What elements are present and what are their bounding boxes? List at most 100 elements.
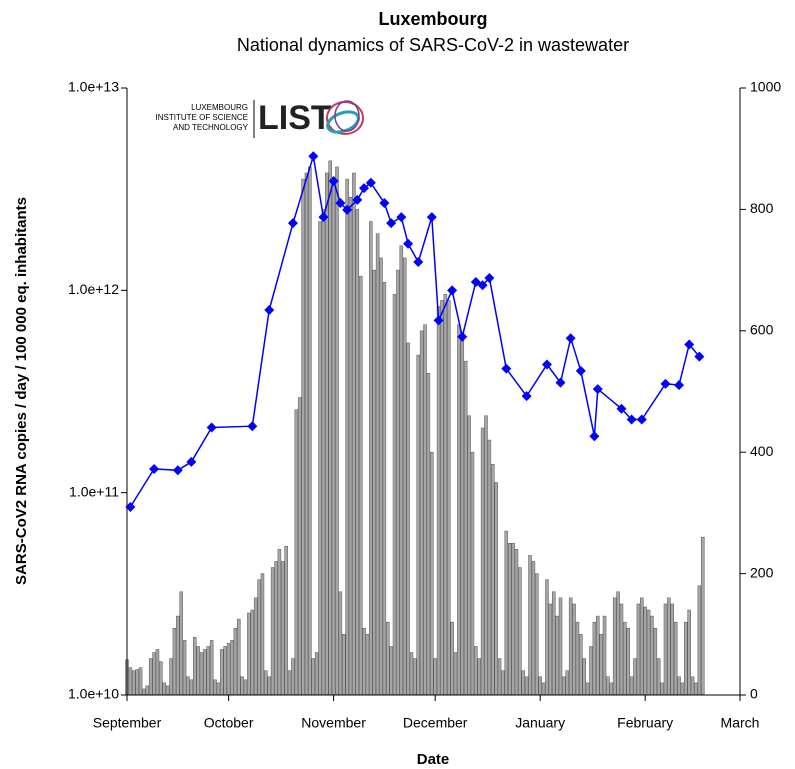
bar — [240, 676, 244, 696]
marker — [477, 280, 488, 291]
bar — [223, 646, 227, 696]
marker — [335, 198, 346, 209]
bar — [199, 652, 204, 696]
marker — [352, 194, 363, 205]
marker — [426, 212, 437, 223]
bar — [372, 269, 376, 696]
bar — [172, 627, 177, 696]
bar — [237, 618, 241, 696]
bar — [179, 591, 183, 696]
logo: LUXEMBOURG INSTITUTE OF SCIENCE AND TECH… — [156, 99, 364, 138]
bar — [369, 221, 373, 696]
marker — [403, 238, 414, 249]
bar — [606, 676, 610, 696]
bar — [253, 597, 258, 696]
bar — [362, 627, 366, 696]
bar — [555, 615, 559, 696]
bar — [585, 682, 590, 696]
bar — [643, 606, 647, 696]
bar — [582, 658, 586, 696]
bar — [545, 579, 549, 696]
bar — [192, 637, 197, 696]
bar — [281, 561, 285, 696]
bar — [646, 609, 651, 696]
bar — [267, 676, 271, 696]
marker — [636, 414, 647, 425]
bar — [128, 667, 133, 696]
marker — [206, 422, 217, 433]
bar — [518, 567, 522, 696]
x-tick-label: January — [515, 715, 565, 731]
bar — [382, 281, 387, 696]
bar — [589, 646, 593, 696]
bar — [338, 591, 343, 696]
bar — [541, 682, 546, 696]
bar — [640, 597, 644, 696]
bar — [392, 294, 397, 696]
marker — [694, 351, 705, 362]
marker — [589, 431, 600, 442]
chart-title: Luxembourg — [378, 9, 487, 29]
bar — [467, 415, 471, 696]
marker — [149, 463, 160, 474]
bar — [274, 561, 278, 696]
bar — [423, 324, 427, 696]
y2-tick-label: 400 — [750, 443, 774, 459]
bar — [189, 679, 194, 696]
x-tick-label: December — [403, 715, 468, 731]
bar — [247, 612, 251, 696]
marker — [484, 273, 495, 284]
bar — [386, 621, 390, 696]
marker — [433, 315, 444, 326]
x-tick-label: November — [301, 715, 366, 731]
bar — [155, 649, 160, 696]
bar — [375, 233, 380, 696]
bar — [399, 245, 404, 696]
bar — [524, 676, 529, 696]
x-axis-label: Date — [417, 751, 450, 768]
bar — [616, 591, 620, 696]
bar — [579, 634, 583, 696]
bar — [531, 561, 536, 696]
bar — [602, 615, 607, 696]
bar — [470, 451, 475, 696]
bar — [328, 160, 332, 696]
bar — [511, 543, 515, 696]
bar — [700, 536, 705, 696]
bar — [284, 546, 288, 696]
marker — [308, 151, 319, 162]
marker — [396, 212, 407, 223]
bar — [650, 615, 654, 696]
bar — [491, 464, 495, 696]
marker — [470, 276, 481, 287]
bar — [308, 166, 312, 696]
y2-tick-label: 600 — [750, 322, 774, 338]
marker — [386, 218, 397, 229]
y-tick-label: 1.0e+13 — [68, 79, 119, 95]
logo-text: LUXEMBOURG — [191, 103, 248, 112]
bar — [135, 669, 139, 696]
logo-ring — [326, 101, 364, 135]
bar — [230, 640, 234, 696]
x-tick-label: September — [93, 715, 162, 731]
marker — [541, 359, 552, 370]
bar — [446, 300, 451, 696]
y-tick-label: 1.0e+11 — [69, 483, 119, 499]
bar — [450, 621, 454, 696]
marker — [365, 177, 376, 188]
bar — [233, 627, 238, 696]
marker — [626, 414, 637, 425]
bar — [182, 640, 187, 696]
marker — [575, 365, 586, 376]
bar — [501, 670, 505, 696]
bar — [673, 621, 678, 696]
bar — [165, 685, 170, 696]
bar — [196, 646, 200, 696]
y2-tick-label: 0 — [750, 686, 758, 702]
bar — [477, 658, 481, 696]
bar — [176, 615, 180, 696]
bar — [453, 652, 458, 696]
bar — [294, 409, 299, 696]
bar — [260, 573, 265, 696]
